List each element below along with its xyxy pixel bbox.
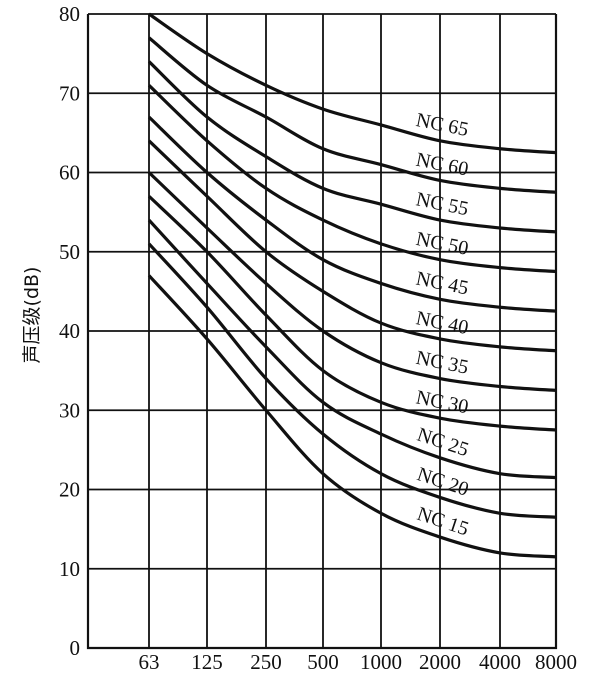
nc-curve-label: NC 25: [414, 424, 471, 461]
x-tick-label: 4000: [479, 650, 521, 674]
nc-curve: [147, 242, 557, 519]
nc-curve: [147, 115, 557, 313]
y-axis-label: 声压级(dB): [21, 267, 43, 364]
y-tick-label: 20: [59, 478, 80, 502]
tick-labels: 0 10 20 30 40 50 60 70 80 63 125 250 500 1000 2000 4000…: [59, 2, 577, 674]
x-tick-label: 125: [191, 650, 223, 674]
nc-curve: [147, 171, 557, 393]
y-tick-label: 60: [59, 161, 80, 185]
curves: [147, 12, 557, 559]
nc-curve: [148, 12, 557, 155]
y-tick-label: 30: [59, 398, 80, 422]
y-tick-label: 80: [59, 2, 80, 26]
nc-curve: [147, 84, 557, 274]
x-tick-label: 2000: [419, 650, 461, 674]
nc-curve: [147, 36, 557, 194]
y-tick-label: 10: [59, 557, 80, 581]
y-tick-label: 50: [59, 240, 80, 264]
x-tick-label: 63: [139, 650, 160, 674]
y-tick-label: 70: [59, 81, 80, 105]
nc-curve: [147, 218, 557, 480]
x-tick-label: 1000: [360, 650, 402, 674]
grid: [88, 13, 556, 648]
nc-curve-label: NC 15: [414, 503, 471, 540]
x-tick-label: 250: [250, 650, 282, 674]
nc-curve: [147, 60, 557, 234]
nc-curve: [147, 274, 557, 559]
y-tick-label: 0: [70, 636, 81, 660]
x-tick-label: 500: [307, 650, 339, 674]
nc-curve-label: NC 20: [414, 463, 471, 500]
axis-frame: [86, 14, 558, 650]
nc-curve: [147, 195, 557, 432]
x-tick-label: 8000: [535, 650, 577, 674]
y-tick-label: 40: [59, 319, 80, 343]
axes: [86, 14, 558, 650]
nc-curve: [147, 139, 557, 353]
